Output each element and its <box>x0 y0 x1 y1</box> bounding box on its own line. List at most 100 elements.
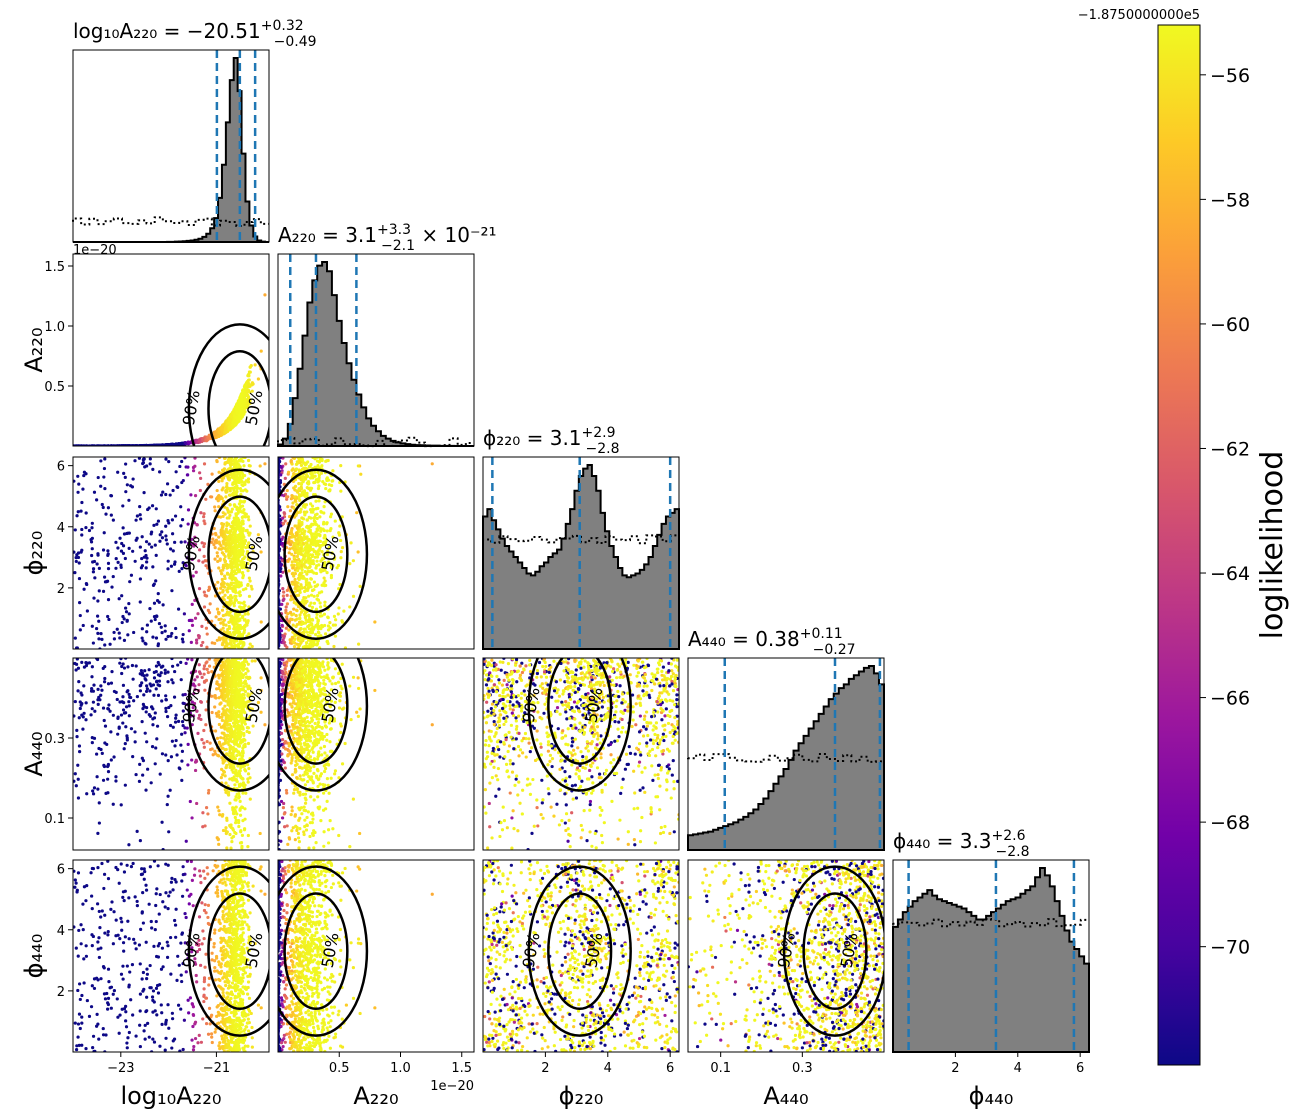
sample-point <box>313 584 317 588</box>
sample-point <box>224 747 228 752</box>
sample-point <box>158 470 162 474</box>
sample-point <box>250 389 254 393</box>
sample-point <box>176 607 181 611</box>
sample-point <box>161 490 165 494</box>
sample-point <box>96 475 100 480</box>
sample-point <box>102 531 106 535</box>
sample-point <box>106 506 111 510</box>
sample-point <box>294 531 298 535</box>
sample-point <box>114 557 118 561</box>
sample-point <box>214 711 218 715</box>
sample-point <box>151 717 155 721</box>
sample-point <box>219 586 223 590</box>
sample-point <box>229 461 233 465</box>
sample-point <box>217 479 221 484</box>
sample-point <box>215 459 219 464</box>
sample-point <box>299 529 303 533</box>
sample-point <box>237 417 241 421</box>
sample-point <box>244 545 248 550</box>
sample-point <box>236 580 241 584</box>
sample-point <box>201 560 205 564</box>
sample-point <box>309 593 314 597</box>
sample-point <box>232 626 237 630</box>
sample-point <box>309 577 313 581</box>
sample-point <box>231 644 236 648</box>
sample-point <box>139 517 143 521</box>
sample-point <box>278 519 281 523</box>
sample-point <box>204 438 208 442</box>
sample-point <box>233 571 237 576</box>
sample-point <box>280 623 284 627</box>
panel-frame <box>277 253 475 447</box>
sample-point <box>174 716 178 720</box>
sample-point <box>300 568 304 572</box>
sample-point <box>322 511 326 515</box>
sample-point <box>100 502 104 507</box>
sample-point <box>120 620 124 625</box>
sample-point <box>295 549 299 554</box>
sample-point <box>349 541 353 545</box>
sample-point <box>160 752 165 756</box>
sample-point <box>239 539 243 543</box>
sample-point <box>145 443 149 446</box>
sample-point <box>158 539 162 543</box>
scatter-points: 50%90% <box>73 658 269 850</box>
sample-point <box>299 542 303 547</box>
sample-point <box>220 577 224 582</box>
sample-point <box>278 601 281 605</box>
sample-point <box>220 479 224 483</box>
sample-point <box>166 759 170 763</box>
sample-point <box>250 644 254 649</box>
sample-point <box>309 502 313 506</box>
sample-point <box>202 544 206 549</box>
sample-point <box>339 489 343 493</box>
sample-point <box>138 762 142 766</box>
sample-point <box>338 582 342 587</box>
sample-point <box>171 442 175 446</box>
sample-point <box>248 390 252 394</box>
sample-point <box>245 390 249 394</box>
sample-point <box>309 601 313 605</box>
sample-point <box>316 618 320 622</box>
sample-point <box>328 528 332 533</box>
sample-point <box>202 672 206 676</box>
sample-point <box>217 710 221 714</box>
sample-point <box>307 623 311 628</box>
sample-point <box>104 512 108 516</box>
sample-point <box>79 550 83 554</box>
sample-point <box>351 594 356 598</box>
sample-point <box>155 598 160 603</box>
sample-point <box>109 513 113 517</box>
sample-point <box>77 744 82 748</box>
sample-point <box>226 583 230 587</box>
sample-point <box>337 606 341 610</box>
sample-point <box>235 568 239 572</box>
sample-point <box>243 395 247 399</box>
sample-point <box>225 484 229 488</box>
sample-point <box>117 597 121 601</box>
sample-point <box>223 554 227 559</box>
sample-point <box>120 541 124 546</box>
sample-point <box>290 560 294 564</box>
sample-point <box>239 398 243 402</box>
sample-point <box>323 603 327 608</box>
sample-point <box>156 443 161 446</box>
sample-point <box>119 549 124 553</box>
sample-point <box>244 587 248 591</box>
sample-point <box>80 713 84 717</box>
sample-point <box>307 529 311 534</box>
sample-point <box>238 593 243 597</box>
sample-point <box>246 378 251 382</box>
sample-point <box>119 803 123 807</box>
sample-point <box>288 535 292 539</box>
sample-point <box>307 581 311 585</box>
sample-point <box>289 598 293 602</box>
sample-point <box>195 641 199 645</box>
scatter-points: 50%90% <box>73 293 269 446</box>
sample-point <box>299 552 304 557</box>
sample-point <box>221 514 225 519</box>
sample-point <box>195 709 199 713</box>
sample-point <box>305 630 309 634</box>
sample-point <box>258 831 262 836</box>
sample-point <box>124 606 128 610</box>
